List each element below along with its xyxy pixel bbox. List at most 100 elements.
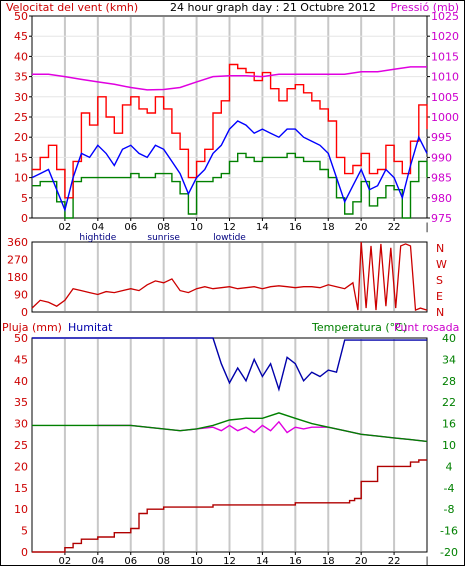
temperature-y-tick-label: 22 (442, 396, 456, 409)
climate-x-tick-label: 02 (59, 556, 72, 566)
climate-x-tick-label: 16 (289, 556, 302, 566)
wind-y-tick-label: 40 (14, 50, 28, 63)
compass-label: W (436, 258, 447, 271)
wind-y-tick-label: 45 (14, 30, 28, 43)
wind-series-gust (32, 63, 428, 199)
temperature-y-tick-label: 28 (442, 375, 456, 388)
direction-y-tick-label: 270 (7, 254, 28, 267)
direction-y-tick-label: 180 (7, 271, 28, 284)
pressure-y-tick-label: 995 (431, 131, 452, 144)
wind-series-pressure (32, 66, 427, 91)
pressure-y-tick-label: 990 (431, 151, 452, 164)
temperature-y-tick-label: -4 (444, 482, 455, 495)
climate-x-tick-label: 04 (91, 556, 104, 566)
temperature-y-tick-label: -20 (440, 546, 458, 559)
wind-x-tick-label: 14 (256, 222, 269, 233)
climate-x-tick-label: 08 (157, 556, 170, 566)
grid-layer (32, 17, 427, 551)
compass-label: E (436, 290, 443, 303)
climate-series-humidity (32, 337, 427, 392)
pressure-y-tick-label: 1000 (431, 111, 459, 124)
wind-right-label: Pressió (mb) (390, 1, 459, 14)
climate-x-tick-label: 10 (190, 556, 203, 566)
rain-y-tick-label: 5 (21, 525, 28, 538)
wind-y-tick-label: 15 (14, 151, 28, 164)
temperature-y-tick-label: -8 (444, 503, 455, 516)
rain-y-tick-label: 50 (14, 332, 28, 345)
climate-x-tick-label: 12 (223, 556, 236, 566)
rain-left-label: Pluja (mm) (2, 321, 62, 334)
wind-x-tick-label: 20 (355, 222, 368, 233)
climate-x-tick-label: 06 (124, 556, 137, 566)
temperature-y-tick-label: 34 (442, 353, 456, 366)
wind-y-tick-label: 10 (14, 172, 28, 185)
wind-x-tick-label: 10 (190, 222, 203, 233)
wind-x-annotation: hightide (79, 233, 116, 243)
temperature-y-tick-label: -16 (440, 525, 458, 538)
compass-label: S (436, 274, 443, 287)
climate-x-tick-label: 18 (322, 556, 335, 566)
wind-x-tick-label: 04 (91, 222, 104, 233)
climate-x-tick-label: 20 (355, 556, 368, 566)
climate-x-tick-label: 14 (256, 556, 269, 566)
pressure-y-tick-label: 980 (431, 192, 452, 205)
temperature-y-tick-label: 16 (442, 418, 456, 431)
temperature-y-tick-label: 4 (446, 460, 453, 473)
wind-y-tick-label: 25 (14, 111, 28, 124)
wind-x-annotation: sunrise (147, 233, 180, 243)
temperature-y-tick-label: 10 (442, 439, 456, 452)
rain-y-tick-label: 15 (14, 482, 28, 495)
wind-series-speed (31, 120, 428, 213)
pressure-y-tick-label: 1005 (431, 91, 459, 104)
wind-y-tick-label: 5 (21, 192, 28, 205)
wind-x-tick-label: 08 (157, 222, 170, 233)
temperature-y-tick-label: 40 (442, 332, 456, 345)
wind-x-tick-label: 12 (223, 222, 236, 233)
pressure-y-tick-label: 1015 (431, 50, 459, 63)
humidity-left-label: Humitat (68, 321, 113, 334)
wind-x-tick-label: 02 (59, 222, 72, 233)
wind-y-tick-label: 35 (14, 71, 28, 84)
wind-x-tick-label: 06 (124, 222, 137, 233)
pressure-y-tick-label: 1025 (431, 10, 459, 23)
wind-y-tick-label: 20 (14, 131, 28, 144)
rain-y-tick-label: 0 (21, 546, 28, 559)
rain-y-tick-label: 20 (14, 460, 28, 473)
climate-series-rain (32, 459, 427, 553)
pressure-y-tick-label: 975 (431, 212, 452, 225)
compass-label: N (436, 242, 444, 255)
direction-y-tick-label: 0 (21, 306, 28, 319)
chart-title: 24 hour graph day : 21 Octubre 2012 (170, 1, 376, 14)
pressure-y-tick-label: 1020 (431, 30, 459, 43)
direction-series-line (31, 241, 428, 312)
wind-x-tick-label: 18 (322, 222, 335, 233)
direction-y-tick-label: 90 (14, 289, 28, 302)
wind-x-annotation: lowtide (213, 233, 246, 243)
rain-y-tick-label: 35 (14, 396, 28, 409)
temperature-right-label: Temperatura (°C) (311, 321, 407, 334)
pressure-y-tick-label: 1010 (431, 71, 459, 84)
pressure-y-tick-label: 985 (431, 172, 452, 185)
direction-panel-frame (31, 241, 428, 313)
wind-y-tick-label: 0 (21, 212, 28, 225)
direction-y-tick-label: 360 (7, 236, 28, 249)
series-layer (31, 63, 428, 553)
climate-x-tick-label: 22 (388, 556, 401, 566)
wind-left-label: Velocitat del vent (kmh) (6, 1, 138, 14)
rain-y-tick-label: 30 (14, 418, 28, 431)
dewpoint-right-label: Punt rosada (394, 321, 459, 334)
climate-series-temperature (32, 412, 428, 443)
wind-y-tick-label: 50 (14, 10, 28, 23)
wind-y-tick-label: 30 (14, 91, 28, 104)
wind-x-end-mark: | (425, 222, 428, 233)
compass-label: N (436, 306, 444, 319)
rain-y-tick-label: 25 (14, 439, 28, 452)
rain-y-tick-label: 10 (14, 503, 28, 516)
wind-x-tick-label: 16 (289, 222, 302, 233)
climate-x-end-mark: | (425, 556, 428, 566)
rain-y-tick-label: 45 (14, 353, 28, 366)
wind-x-tick-label: 22 (388, 222, 401, 233)
